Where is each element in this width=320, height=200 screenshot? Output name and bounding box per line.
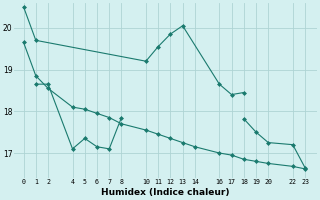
X-axis label: Humidex (Indice chaleur): Humidex (Indice chaleur) [101, 188, 230, 197]
